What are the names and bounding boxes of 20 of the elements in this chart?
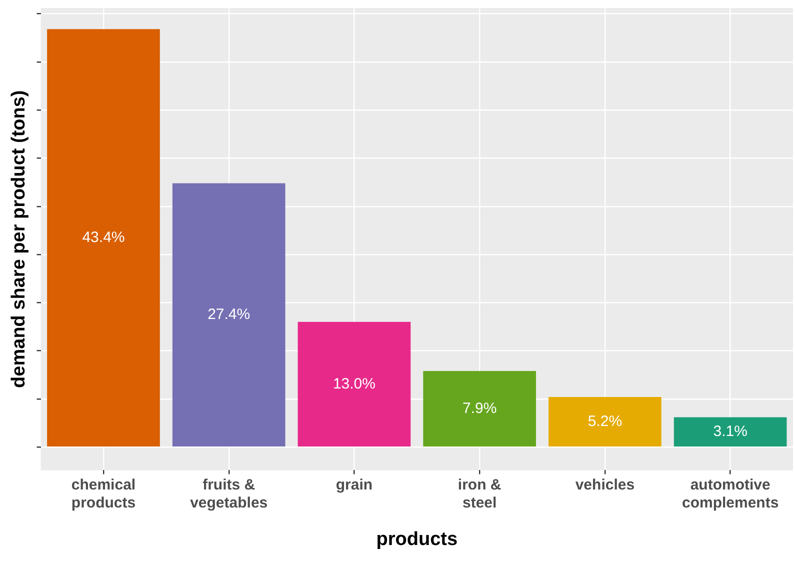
- x-tick-label: iron & steel: [458, 476, 502, 512]
- bar: [47, 29, 160, 446]
- x-tick-label: grain: [336, 476, 373, 494]
- x-axis-title: products: [376, 528, 458, 550]
- data-label: 7.9%: [462, 400, 497, 417]
- x-tick-label: vehicles: [575, 476, 635, 494]
- bar: [298, 322, 411, 446]
- bar: [172, 183, 286, 446]
- bar: [548, 397, 662, 446]
- x-tick-label: chemical products: [71, 476, 136, 512]
- bar: [674, 417, 787, 446]
- data-label: 27.4%: [208, 306, 250, 324]
- y-axis-title: demand share per product (tons): [8, 90, 30, 388]
- x-tick-label: fruits & vegetables: [190, 476, 268, 512]
- data-label: 5.2%: [588, 412, 622, 430]
- data-label: 43.4%: [82, 228, 125, 246]
- data-label: 13.0%: [332, 375, 376, 392]
- data-label: 3.1%: [713, 423, 748, 440]
- x-tick-label: automotive complements: [682, 476, 779, 512]
- bar: [423, 371, 536, 446]
